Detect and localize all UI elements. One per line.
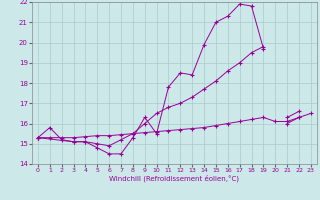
X-axis label: Windchill (Refroidissement éolien,°C): Windchill (Refroidissement éolien,°C) [109,175,239,182]
